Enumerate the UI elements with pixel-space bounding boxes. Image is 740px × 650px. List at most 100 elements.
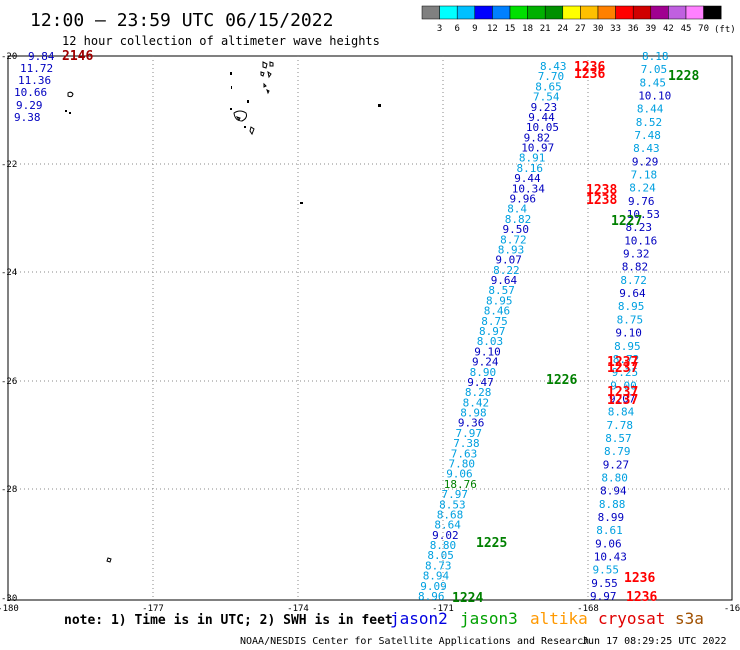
color-swatch (544, 5, 564, 20)
time-label: 1236 (626, 590, 657, 605)
footer-note: note: 1) Time is in UTC; 2) SWH is in fe… (64, 613, 393, 628)
wave-reading: 8.97 (479, 325, 506, 338)
wave-reading: 11.36 (18, 74, 51, 87)
wave-reading: 8.45 (640, 76, 667, 89)
island-shape (263, 82, 267, 88)
color-scale-label: 18 (522, 24, 533, 34)
latitude-label: -24 (1, 268, 17, 278)
color-swatch (421, 5, 440, 20)
wave-reading: 8.42 (463, 396, 490, 409)
time-label: 1227 (611, 214, 642, 229)
longitude-label: -177 (142, 604, 164, 614)
color-swatch (685, 5, 704, 20)
time-label: 1237 (607, 393, 638, 408)
wave-reading: 7.18 (631, 169, 658, 182)
wave-reading: 8.22 (493, 264, 519, 277)
wave-reading: 8.43 (540, 60, 567, 73)
wave-reading: 10.05 (526, 121, 559, 134)
island-dot (69, 112, 71, 114)
map-title: 12:00 – 23:59 UTC 06/15/2022 (30, 10, 333, 31)
island-shape (266, 89, 270, 95)
longitude-label: -174 (287, 604, 309, 614)
color-scale-unit: (ft) (714, 25, 736, 35)
latitude-label: -28 (1, 485, 17, 495)
wave-reading: 9.06 (595, 537, 622, 550)
wave-reading: 8.90 (470, 366, 497, 379)
color-swatch (439, 5, 458, 20)
color-scale-label: 45 (681, 24, 692, 34)
wave-reading: 9.44 (528, 111, 555, 124)
color-swatch (474, 5, 493, 20)
color-scale-label: 70 (698, 24, 709, 34)
wave-reading: 8.53 (439, 498, 466, 511)
wave-reading: 8.79 (604, 445, 631, 458)
wave-reading: 8.44 (637, 103, 664, 116)
wave-reading: 8.80 (601, 472, 628, 485)
island-dot (230, 108, 232, 110)
color-scale-label: 9 (472, 24, 477, 34)
color-swatch (632, 5, 652, 20)
wave-reading: 8.75 (617, 313, 644, 326)
time-label: 1224 (452, 591, 483, 606)
color-scale-label: 30 (593, 24, 604, 34)
time-label: 1228 (668, 69, 699, 84)
color-scale-label: 21 (540, 24, 551, 34)
color-swatch (580, 5, 599, 20)
time-label: 1236 (574, 60, 605, 75)
wave-reading: 9.09 (420, 580, 447, 593)
color-swatch (668, 5, 687, 20)
wave-reading: 8.94 (423, 570, 450, 583)
color-swatch (492, 5, 511, 20)
color-scale-label: 12 (487, 24, 498, 34)
wave-reading: 9.10 (474, 345, 501, 358)
time-label: 1236 (624, 571, 655, 586)
wave-reading: 8.24 (629, 182, 656, 195)
time-label: 1236 (574, 67, 605, 82)
time-label: 1225 (476, 536, 507, 551)
longitude-label: -168 (577, 604, 599, 614)
wave-reading: 10.34 (512, 182, 545, 195)
wave-reading: 8.80 (430, 539, 457, 552)
wave-reading: 7.97 (456, 427, 483, 440)
longitude-label: -180 (0, 604, 19, 614)
latitude-label: -22 (1, 160, 17, 170)
time-label: 1238 (586, 183, 617, 198)
color-scale-label: 42 (663, 24, 674, 34)
color-swatch (456, 5, 476, 20)
island-shape (249, 126, 255, 136)
color-scale-label: 3 (437, 24, 442, 34)
wave-reading: 8.95 (486, 294, 513, 307)
color-swatch (509, 5, 528, 20)
wave-reading: 7.70 (538, 70, 565, 83)
wave-reading: 9.84 (28, 50, 55, 63)
wave-reading: 8.68 (437, 509, 464, 522)
color-scale-label: 39 (645, 24, 656, 34)
legend-altika: altika (530, 609, 588, 628)
wave-reading: 9.44 (514, 172, 541, 185)
wave-reading: 8.95 (618, 300, 645, 313)
wave-reading: 10.66 (14, 86, 47, 99)
color-swatch (615, 5, 634, 20)
wave-reading: 18.76 (444, 478, 477, 491)
island-dot (65, 110, 67, 112)
wave-reading: 8.72 (620, 274, 647, 287)
wave-reading: 9.38 (14, 111, 41, 124)
wave-reading: 9.23 (531, 101, 558, 114)
wave-reading: 8.96 (418, 590, 445, 603)
wave-reading: 9.29 (632, 155, 659, 168)
color-scale-label: 27 (575, 24, 586, 34)
wave-reading: 8.82 (622, 261, 649, 274)
wave-reading: 7.97 (442, 488, 469, 501)
wave-reading: 7.80 (449, 458, 476, 471)
wave-reading: 10.43 (594, 551, 627, 564)
island-dot (231, 86, 232, 89)
graticule-grid (8, 56, 732, 600)
time-label: 1226 (546, 373, 577, 388)
wave-reading: 10.10 (638, 90, 671, 103)
color-swatch (562, 5, 581, 20)
wave-reading: 7.38 (453, 437, 480, 450)
wave-reading: 8.4 (507, 203, 527, 216)
wave-reading: 8.84 (608, 406, 635, 419)
